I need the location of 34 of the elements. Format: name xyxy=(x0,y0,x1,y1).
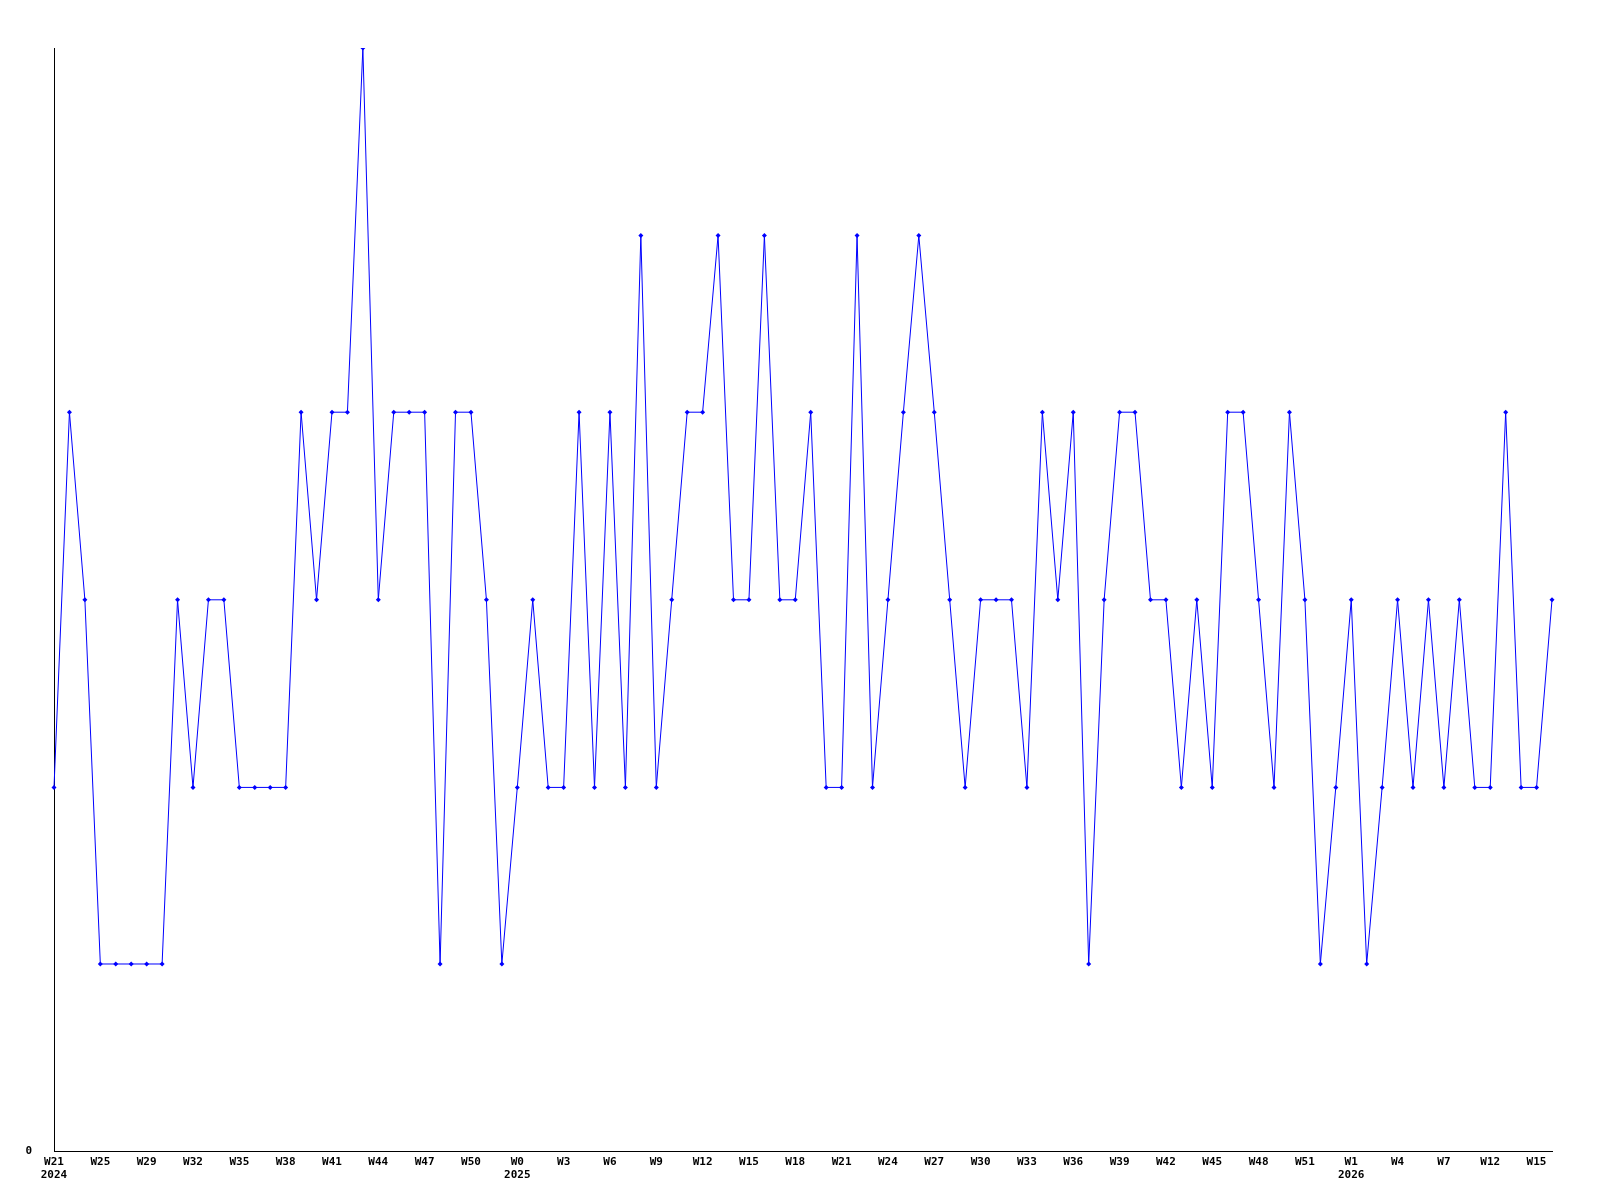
x-tick-label: W33 xyxy=(1016,1155,1037,1169)
x-tick-label: W47 xyxy=(414,1155,435,1169)
x-tick-label: W39 xyxy=(1109,1155,1130,1169)
x-tick-label: W27 xyxy=(924,1155,945,1169)
x-tick-label: W3 xyxy=(557,1155,571,1169)
x-tick-label: W51 xyxy=(1294,1155,1316,1169)
x-tick-label: W45 xyxy=(1202,1155,1223,1169)
x-tick-label: W18 xyxy=(785,1155,806,1169)
text: 0 xyxy=(25,1144,32,1158)
x-tick-label: W50 xyxy=(461,1155,481,1169)
x-tick-label: W4 xyxy=(1390,1155,1405,1169)
x-tick-label: W38 xyxy=(275,1155,296,1169)
x-tick-label: W9 xyxy=(649,1155,663,1169)
x-tick-label: W44 xyxy=(368,1155,389,1169)
x-tick-label: W15 xyxy=(739,1155,759,1169)
x-tick-label: W35 xyxy=(229,1155,250,1169)
x-tick-label: W32 xyxy=(183,1155,203,1169)
x-tick-label: W0 2025 xyxy=(504,1155,531,1182)
x-tick-label: W48 xyxy=(1248,1155,1269,1169)
x-tick-label: W1 2026 xyxy=(1337,1155,1365,1182)
x-tick-label: W30 xyxy=(970,1155,991,1169)
x-tick-label: W42 xyxy=(1155,1155,1176,1169)
x-tick-label: W21 xyxy=(831,1155,852,1169)
x-tick-label: W6 xyxy=(603,1155,617,1169)
x-tick-label: W15 xyxy=(1526,1155,1547,1169)
x-tick-label: W12 xyxy=(692,1155,713,1169)
x-tick-label: W21 2024 xyxy=(40,1155,68,1182)
x-tick-label: W7 xyxy=(1437,1155,1451,1169)
x-tick-label: W25 xyxy=(90,1155,111,1169)
x-tick-label: W12 xyxy=(1480,1155,1501,1169)
x-tick-label: W41 xyxy=(322,1155,343,1169)
x-tick-label: W29 xyxy=(136,1155,157,1169)
x-tick-label: W36 xyxy=(1063,1155,1084,1169)
x-tick-label: W24 xyxy=(878,1155,899,1169)
